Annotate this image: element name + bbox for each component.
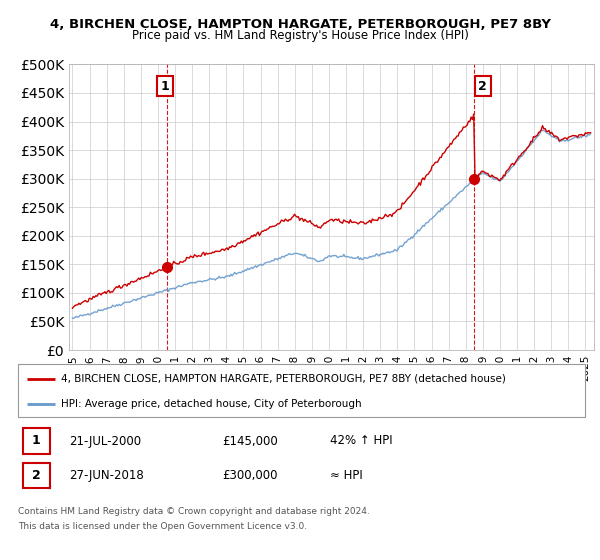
Text: 21-JUL-2000: 21-JUL-2000 xyxy=(69,435,141,447)
Text: £300,000: £300,000 xyxy=(222,469,278,482)
Text: 42% ↑ HPI: 42% ↑ HPI xyxy=(330,435,392,447)
Text: 1: 1 xyxy=(160,80,169,92)
Text: 1: 1 xyxy=(32,435,41,447)
Text: 2: 2 xyxy=(478,80,487,92)
FancyBboxPatch shape xyxy=(23,428,50,454)
Text: This data is licensed under the Open Government Licence v3.0.: This data is licensed under the Open Gov… xyxy=(18,522,307,531)
Text: £145,000: £145,000 xyxy=(222,435,278,447)
Text: ≈ HPI: ≈ HPI xyxy=(330,469,362,482)
Text: Price paid vs. HM Land Registry's House Price Index (HPI): Price paid vs. HM Land Registry's House … xyxy=(131,29,469,42)
Text: 4, BIRCHEN CLOSE, HAMPTON HARGATE, PETERBOROUGH, PE7 8BY: 4, BIRCHEN CLOSE, HAMPTON HARGATE, PETER… xyxy=(49,18,551,31)
Text: 4, BIRCHEN CLOSE, HAMPTON HARGATE, PETERBOROUGH, PE7 8BY (detached house): 4, BIRCHEN CLOSE, HAMPTON HARGATE, PETER… xyxy=(61,374,505,384)
FancyBboxPatch shape xyxy=(18,364,585,417)
FancyBboxPatch shape xyxy=(23,463,50,488)
Text: 2: 2 xyxy=(32,469,41,482)
Text: Contains HM Land Registry data © Crown copyright and database right 2024.: Contains HM Land Registry data © Crown c… xyxy=(18,507,370,516)
Text: HPI: Average price, detached house, City of Peterborough: HPI: Average price, detached house, City… xyxy=(61,399,361,409)
Text: 27-JUN-2018: 27-JUN-2018 xyxy=(69,469,144,482)
